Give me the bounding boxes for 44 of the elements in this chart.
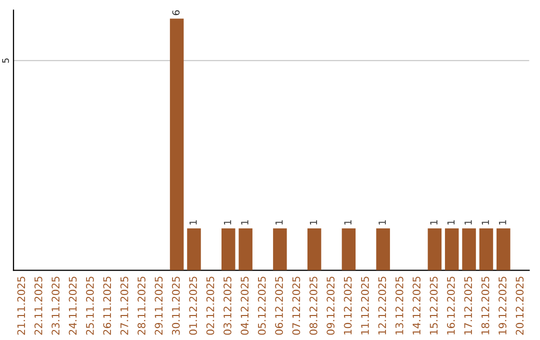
x-tick-label: 25.11.2025 — [86, 276, 94, 335]
x-tick-label: 18.12.2025 — [481, 276, 490, 334]
data-label: 1 — [464, 220, 472, 225]
data-label: 1 — [499, 220, 506, 225]
x-tick-label: 04.12.2025 — [240, 276, 249, 335]
x-tick-label: 20.12.2025 — [516, 276, 524, 335]
data-label: 1 — [482, 220, 489, 225]
x-tick-label: 27.11.2025 — [120, 276, 128, 335]
x-tick-label: 05.12.2025 — [258, 276, 266, 335]
x-tick-label: 17.12.2025 — [464, 276, 472, 334]
x-tick-label: 30.11.2025 — [172, 276, 180, 335]
y-tick-label: 5 — [2, 58, 9, 63]
x-tick-label: 12.12.2025 — [378, 276, 386, 334]
data-label: 1 — [224, 220, 232, 225]
x-tick-label: 26.11.2025 — [103, 276, 112, 335]
data-label: 1 — [447, 220, 455, 225]
x-tick-label: 19.12.2025 — [498, 276, 506, 334]
data-label: 1 — [378, 220, 386, 225]
x-tick-label: 28.11.2025 — [138, 276, 146, 335]
data-label: 6 — [172, 10, 180, 16]
data-label: 1 — [241, 220, 248, 225]
data-label: 1 — [276, 220, 283, 225]
x-tick-label: 14.12.2025 — [412, 276, 420, 334]
x-tick-label: 06.12.2025 — [275, 276, 283, 335]
x-tick-label: 13.12.2025 — [395, 276, 404, 334]
x-tick-label: 03.12.2025 — [224, 276, 232, 335]
x-tick-label: 11.12.2025 — [361, 276, 369, 334]
data-label: 1 — [344, 220, 352, 225]
x-tick-label: 24.11.2025 — [68, 276, 77, 335]
x-tick-label: 16.12.2025 — [446, 276, 455, 334]
data-label: 1 — [310, 220, 318, 225]
x-tick-label: 08.12.2025 — [309, 276, 318, 335]
x-tick-label: 09.12.2025 — [326, 276, 335, 335]
data-label: 1 — [190, 220, 197, 225]
x-tick-label: 01.12.2025 — [189, 276, 198, 335]
x-tick-label: 29.11.2025 — [154, 276, 163, 335]
x-tick-label: 21.11.2025 — [17, 276, 26, 335]
x-tick-label: 02.12.2025 — [206, 276, 214, 335]
x-tick-label: 22.11.2025 — [34, 276, 42, 335]
x-tick-label: 07.12.2025 — [292, 276, 300, 335]
x-tick-label: 15.12.2025 — [430, 276, 438, 334]
data-label: 1 — [430, 220, 438, 225]
x-tick-label: 23.11.2025 — [52, 276, 60, 335]
x-tick-label: 10.12.2025 — [344, 276, 352, 334]
